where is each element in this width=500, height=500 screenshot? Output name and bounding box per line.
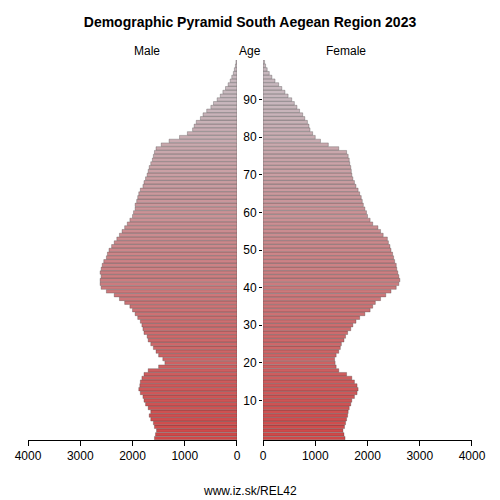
svg-text:3000: 3000 xyxy=(67,449,94,463)
svg-text:Female: Female xyxy=(326,44,366,58)
svg-text:80: 80 xyxy=(243,130,257,144)
svg-text:30: 30 xyxy=(243,318,257,332)
svg-text:50: 50 xyxy=(243,243,257,257)
svg-text:1000: 1000 xyxy=(171,449,198,463)
svg-text:Age: Age xyxy=(239,44,261,58)
svg-text:40: 40 xyxy=(243,281,257,295)
svg-text:Male: Male xyxy=(134,44,160,58)
svg-text:20: 20 xyxy=(243,356,257,370)
svg-text:4000: 4000 xyxy=(459,449,486,463)
svg-text:0: 0 xyxy=(234,449,241,463)
svg-text:www.iz.sk/REL42: www.iz.sk/REL42 xyxy=(203,484,297,498)
svg-text:90: 90 xyxy=(243,93,257,107)
svg-text:4000: 4000 xyxy=(15,449,42,463)
svg-text:2000: 2000 xyxy=(119,449,146,463)
svg-text:70: 70 xyxy=(243,168,257,182)
svg-text:Demographic Pyramid South Aege: Demographic Pyramid South Aegean Region … xyxy=(84,14,417,30)
svg-text:3000: 3000 xyxy=(406,449,433,463)
svg-text:0: 0 xyxy=(260,449,267,463)
svg-text:1000: 1000 xyxy=(302,449,329,463)
svg-text:2000: 2000 xyxy=(354,449,381,463)
svg-text:10: 10 xyxy=(243,394,257,408)
svg-text:60: 60 xyxy=(243,206,257,220)
